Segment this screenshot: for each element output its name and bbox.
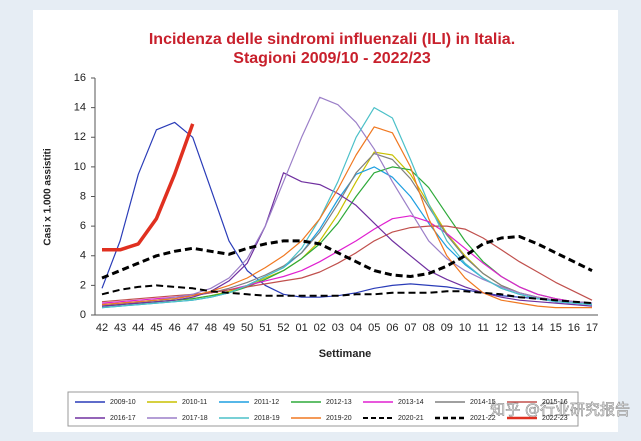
legend-label: 2010-11 <box>182 399 207 406</box>
y-axis-label: Casi x 1.000 assistiti <box>43 148 54 246</box>
legend-label: 2013-14 <box>398 399 424 406</box>
x-tick-label: 51 <box>259 322 271 334</box>
y-tick-label: 2 <box>80 279 86 291</box>
chart-subtitle: Stagioni 2009/10 - 2022/23 <box>233 50 431 67</box>
y-tick-label: 10 <box>74 161 86 173</box>
y-tick-label: 6 <box>80 220 86 232</box>
x-tick-label: 10 <box>459 322 471 334</box>
legend-label: 2016-17 <box>110 415 136 422</box>
x-tick-label: 15 <box>550 322 562 334</box>
legend-label: 2011-12 <box>254 399 279 406</box>
x-tick-label: 09 <box>441 322 453 334</box>
x-tick-label: 03 <box>332 322 344 334</box>
series-line <box>101 215 593 304</box>
legend-label: 2014-15 <box>470 399 496 406</box>
x-tick-label: 08 <box>423 322 435 334</box>
series-line <box>101 96 593 306</box>
x-tick-label: 47 <box>187 322 199 334</box>
x-axis-label: Settimane <box>319 348 372 360</box>
x-tick-label: 49 <box>223 322 235 334</box>
x-tick-label: 07 <box>404 322 416 334</box>
y-tick-label: 8 <box>80 190 86 202</box>
x-tick-label: 14 <box>531 322 543 334</box>
x-tick-label: 12 <box>495 322 507 334</box>
legend-label: 2009-10 <box>110 399 136 406</box>
series-line <box>101 126 592 309</box>
y-tick-label: 14 <box>74 102 86 114</box>
legend-label: 2017-18 <box>182 415 208 422</box>
x-tick-label: 44 <box>132 322 144 334</box>
y-tick-label: 16 <box>74 72 86 84</box>
x-tick-label: 46 <box>168 322 180 334</box>
y-tick-label: 12 <box>74 131 86 143</box>
x-tick-label: 45 <box>150 322 162 334</box>
x-tick-label: 16 <box>568 322 580 334</box>
series-line <box>101 284 593 305</box>
legend-label: 2022-23 <box>542 415 568 422</box>
watermark: 知乎 @行业研究报告 <box>490 401 630 419</box>
y-tick-label: 4 <box>80 250 86 262</box>
legend-label: 2015-16 <box>542 399 568 406</box>
legend-label: 2019-20 <box>326 415 352 422</box>
x-tick-label: 04 <box>350 322 362 334</box>
series-line <box>101 235 593 280</box>
legend-label: 2018-19 <box>254 415 280 422</box>
x-tick-label: 13 <box>513 322 525 334</box>
y-tick-label: 0 <box>80 309 86 321</box>
chart-title: Incidenza delle sindromi influenzali (IL… <box>149 31 515 48</box>
legend-label: 2012-13 <box>326 399 352 406</box>
x-tick-label: 52 <box>277 322 289 334</box>
x-tick-label: 11 <box>477 322 488 334</box>
panel <box>33 10 618 432</box>
x-tick-label: 50 <box>241 322 253 334</box>
legend-label: 2021-22 <box>470 415 496 422</box>
legend-label: 2020-21 <box>398 415 424 422</box>
series-line <box>101 107 593 309</box>
series-line <box>101 172 593 307</box>
legend <box>67 391 579 427</box>
x-tick-label: 43 <box>114 322 126 334</box>
series-line <box>102 123 195 252</box>
x-tick-label: 42 <box>96 322 108 334</box>
x-tick-label: 02 <box>314 322 326 334</box>
x-tick-label: 06 <box>386 322 398 334</box>
x-tick-label: 48 <box>205 322 217 334</box>
x-tick-label: 17 <box>586 322 598 334</box>
x-tick-label: 05 <box>368 322 380 334</box>
x-tick-label: 01 <box>296 322 308 334</box>
